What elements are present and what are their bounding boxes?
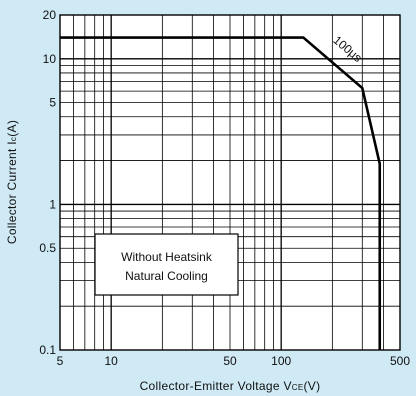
y-axis-label: Collector Current Ic(A) — [5, 120, 19, 244]
y-tick-label: 0.1 — [39, 343, 56, 357]
tick-labels: 5 10 50 100 500 0.1 0.5 1 5 10 20 — [39, 8, 410, 368]
x-axis-label-subscript: CE — [292, 383, 304, 392]
y-tick-label: 20 — [43, 8, 57, 22]
x-tick-label: 100 — [271, 354, 291, 368]
series-line-0 — [60, 36, 382, 350]
y-axis-label-main: Collector Current I — [5, 141, 19, 244]
y-tick-label: 10 — [43, 52, 57, 66]
x-tick-label: 10 — [104, 354, 118, 368]
y-axis-label-subscript: c — [9, 137, 18, 141]
x-axis-label-main: Collector-Emitter Voltage V — [140, 379, 292, 393]
y-tick-label: 1 — [49, 197, 56, 211]
y-tick-label: 5 — [49, 96, 56, 110]
note-box: Without Heatsink Natural Cooling — [94, 233, 239, 296]
note-box-line-1: Without Heatsink — [121, 250, 213, 264]
x-axis-label: Collector-Emitter Voltage VCE(V) — [140, 379, 321, 393]
x-axis-label-unit: (V) — [303, 379, 320, 393]
x-tick-label: 5 — [57, 354, 64, 368]
y-axis-label-unit: (A) — [5, 120, 19, 137]
y-tick-label: 0.5 — [39, 241, 56, 255]
x-tick-label: 500 — [390, 354, 410, 368]
note-box-frame — [94, 233, 239, 296]
series-group — [60, 36, 382, 350]
plot-frame — [59, 14, 401, 351]
x-tick-label: 50 — [223, 354, 237, 368]
note-box-line-2: Natural Cooling — [125, 269, 208, 283]
